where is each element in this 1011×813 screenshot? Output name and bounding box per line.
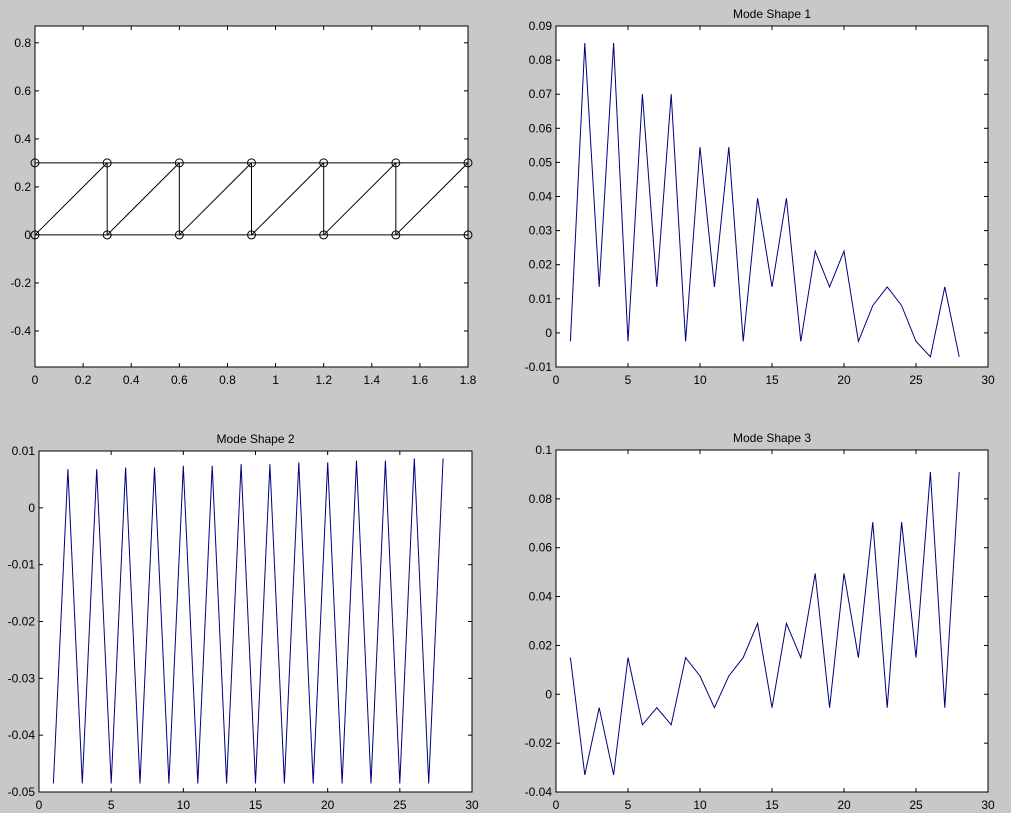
x-tick-label: 15	[765, 798, 779, 812]
mode-shape-line	[569, 42, 960, 358]
y-tick-label: 0.8	[14, 36, 31, 50]
truss-member	[34, 162, 108, 236]
truss-node-marker	[174, 230, 184, 240]
y-tick-label: -0.04	[525, 785, 553, 799]
y-tick-label: 0	[545, 687, 552, 701]
axes-background	[38, 450, 473, 793]
y-tick-label: -0.2	[10, 276, 31, 290]
truss-node-marker	[102, 158, 112, 168]
x-tick-label: 20	[321, 798, 335, 812]
chart-title: Mode Shape 3	[733, 431, 811, 445]
x-tick-label: 25	[909, 373, 923, 387]
y-tick-label: 0.1	[535, 443, 552, 457]
x-tick-label: 1.6	[412, 373, 429, 387]
y-tick-label: 0.02	[529, 638, 553, 652]
x-tick-label: 5	[625, 798, 632, 812]
y-tick-label: 0.01	[12, 444, 36, 458]
x-tick-label: 1.8	[460, 373, 477, 387]
truss-node-marker	[30, 158, 40, 168]
y-tick-label: 0.05	[529, 155, 553, 169]
y-tick-label: -0.01	[525, 360, 553, 374]
truss-member	[395, 162, 469, 236]
x-tick-label: 1.4	[363, 373, 380, 387]
truss-member	[251, 162, 325, 236]
truss-node-marker	[463, 158, 473, 168]
axes-background	[555, 25, 989, 368]
x-tick-label: 0.8	[219, 373, 236, 387]
x-tick-label: 25	[909, 798, 923, 812]
truss-node-marker	[174, 158, 184, 168]
x-tick-label: 10	[693, 373, 707, 387]
y-tick-label: 0.08	[529, 53, 553, 67]
y-tick-label: -0.4	[10, 324, 31, 338]
x-tick-label: 30	[465, 798, 479, 812]
y-tick-label: -0.04	[8, 728, 36, 742]
chart-title: Mode Shape 2	[216, 432, 294, 446]
x-tick-label: 1.2	[315, 373, 332, 387]
truss-node-marker	[391, 158, 401, 168]
truss-node-marker	[30, 230, 40, 240]
x-tick-label: 10	[177, 798, 191, 812]
mode-shape-line	[569, 471, 960, 776]
x-tick-label: 15	[249, 798, 263, 812]
y-tick-label: 0.08	[529, 492, 553, 506]
y-tick-label: -0.02	[8, 615, 36, 629]
y-tick-label: 0.01	[529, 292, 553, 306]
x-tick-label: 5	[625, 373, 632, 387]
truss-node-marker	[463, 230, 473, 240]
y-tick-label: 0	[28, 501, 35, 515]
mode-shape-line	[52, 458, 444, 784]
x-tick-label: 30	[981, 373, 995, 387]
x-tick-label: 0.4	[123, 373, 140, 387]
x-tick-label: 15	[765, 373, 779, 387]
y-tick-label: -0.02	[525, 736, 553, 750]
truss-node-marker	[319, 230, 329, 240]
x-tick-label: 0	[36, 798, 43, 812]
y-tick-label: 0.6	[14, 84, 31, 98]
y-tick-label: -0.01	[8, 558, 36, 572]
x-tick-label: 1	[272, 373, 279, 387]
truss-geometry-plot: 0 0.2 0.4 0.6 0.8 1 1.2 1.4 1.6 1.8 -0.4 -0.2 0 0.2 0.…	[10, 25, 477, 387]
truss-member	[178, 162, 252, 236]
x-tick-label: 0	[553, 798, 560, 812]
truss-node-marker	[102, 230, 112, 240]
y-tick-label: 0.07	[529, 87, 553, 101]
truss-node-marker	[247, 230, 256, 240]
x-tick-label: 0.2	[75, 373, 92, 387]
x-tick-label: 0	[32, 373, 39, 387]
y-tick-label: 0.04	[529, 590, 553, 604]
y-tick-label: 0.03	[529, 224, 553, 238]
y-tick-label: 0.4	[14, 132, 31, 146]
y-tick-label: 0.02	[529, 258, 553, 272]
truss-node-marker	[319, 158, 329, 168]
y-tick-label: -0.03	[8, 671, 36, 685]
truss-member	[106, 162, 180, 236]
x-tick-label: 0.6	[171, 373, 188, 387]
x-tick-label: 10	[693, 798, 707, 812]
y-tick-label: 0	[545, 326, 552, 340]
x-tick-label: 30	[981, 798, 995, 812]
mode-shape-1-plot: Mode Shape 10 5 10 15 20 25 30-0.0100.010.020.…	[525, 7, 995, 387]
y-tick-label: 0.2	[14, 180, 31, 194]
y-tick-label: 0	[24, 228, 31, 242]
x-tick-label: 20	[837, 373, 851, 387]
y-tick-label: 0.04	[529, 190, 553, 204]
x-tick-label: 5	[108, 798, 115, 812]
y-tick-label: 0.09	[529, 19, 553, 33]
truss-member	[323, 162, 397, 236]
mode-shape-3-plot: Mode Shape 3 0 5 10 15 20 25 30 -0.04 -0.02 0 0.02 0…	[525, 431, 995, 812]
truss-node-marker	[391, 230, 401, 240]
x-tick-label: 25	[393, 798, 407, 812]
axes-background	[555, 449, 989, 793]
y-tick-label: -0.05	[8, 785, 36, 799]
mode-shape-2-plot: Mode Shape 2 0 5 10 15 20 25 30 -0.05 -0.04 -0.03 -…	[8, 432, 479, 812]
truss-node-marker	[247, 158, 256, 168]
x-tick-label: 20	[837, 798, 851, 812]
chart-title: Mode Shape 1	[733, 7, 811, 21]
y-tick-label: 0.06	[529, 121, 553, 135]
y-tick-label: 0.06	[529, 541, 553, 555]
x-tick-label: 0	[553, 373, 560, 387]
